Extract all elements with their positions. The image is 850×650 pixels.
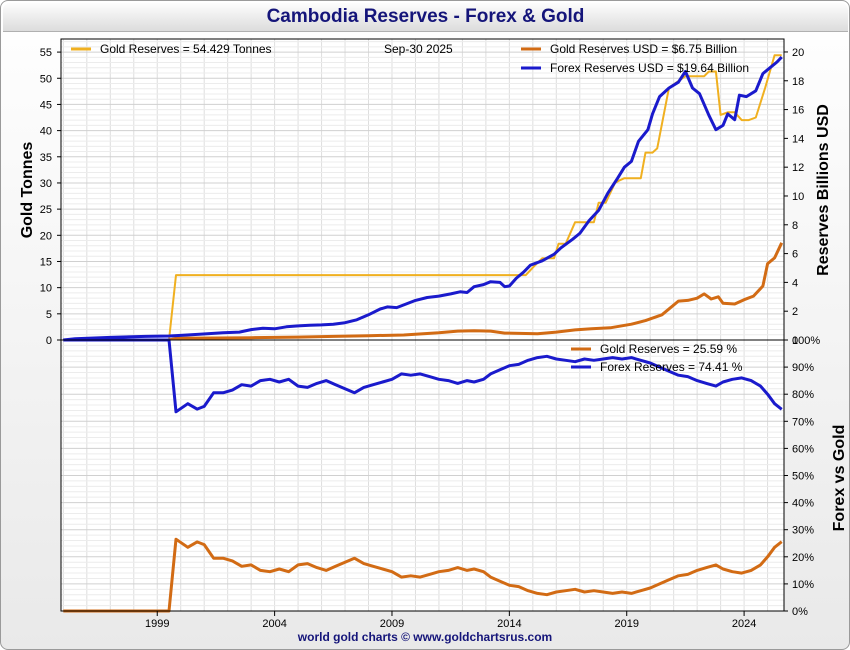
tick-label-right: 0 xyxy=(792,335,798,347)
top-panel: 0 5 10 15 20 25 30 35 40 45 50 55 0 2 4 6 8 10 12 14 16 18 20… xyxy=(19,38,832,347)
legend-gold-tonnes: Gold Reserves = 54.429 Tonnes xyxy=(100,42,272,56)
tick-label-x: 2014 xyxy=(497,618,521,630)
bottom-panel: 0% 10% 20% 30% 40% 50% 60% 70% 80% 90% 100% 1999 20… xyxy=(60,335,848,630)
legend-gold-usd: Gold Reserves USD = $6.75 Billion xyxy=(550,42,737,56)
tick-label-right: 6 xyxy=(792,249,798,261)
y-axis-left-title: Gold Tonnes xyxy=(19,142,36,239)
tick-label-right: 16 xyxy=(792,105,804,117)
tick-label-left: 15 xyxy=(40,256,52,268)
bottom-grid xyxy=(61,340,784,611)
series-line-forex-reserves-usd xyxy=(63,56,783,342)
tick-label-left: 25 xyxy=(40,204,52,216)
top-grid xyxy=(61,39,784,340)
tick-label-left: 35 xyxy=(40,152,52,164)
legend-forex-usd: Forex Reserves USD = $19.64 Billion xyxy=(550,61,749,75)
tick-label-left: 55 xyxy=(40,47,52,59)
tick-label-x: 1999 xyxy=(145,618,169,630)
top-left-ticks: 0 5 10 15 20 25 30 35 40 45 50 55 xyxy=(40,47,61,347)
date-label: Sep-30 2025 xyxy=(384,42,453,56)
tick-label-left: 40 xyxy=(40,126,52,138)
tick-label-x: 2024 xyxy=(732,618,756,630)
top-legend: Gold Reserves = 54.429 Tonnes Sep-30 202… xyxy=(71,42,749,75)
tick-label-left: 20 xyxy=(40,230,52,242)
legend-forex-pct: Forex Reserves = 74.41 % xyxy=(600,360,743,374)
tick-label-left: 30 xyxy=(40,178,52,190)
tick-label-left: 0 xyxy=(46,335,52,347)
legend-gold-pct: Gold Reserves = 25.59 % xyxy=(600,342,737,356)
tick-label-pct: 50% xyxy=(792,471,814,483)
y-axis-bottom-right-title: Forex vs Gold xyxy=(831,425,848,532)
tick-label-right: 8 xyxy=(792,220,798,232)
tick-label-right: 10 xyxy=(792,191,804,203)
top-series-lines xyxy=(63,54,784,342)
y-axis-right-title: Reserves Billions USD xyxy=(815,104,832,276)
series-line-pct-forex-reserves xyxy=(63,338,783,414)
tick-label-left: 5 xyxy=(46,309,52,321)
x-ticks: 1999 2004 2009 2014 2019 2024 xyxy=(145,611,756,630)
tick-label-right: 20 xyxy=(792,47,804,59)
tick-label-left: 10 xyxy=(40,283,52,295)
series-line-gold-reserves-usd xyxy=(63,242,784,342)
tick-label-pct: 100% xyxy=(792,335,820,347)
series-line-pct-gold-reserves xyxy=(63,537,783,613)
tick-label-pct: 30% xyxy=(792,525,814,537)
tick-label-x: 2004 xyxy=(262,618,286,630)
tick-label-x: 2009 xyxy=(380,618,404,630)
tick-label-pct: 20% xyxy=(792,552,814,564)
tick-label-pct: 80% xyxy=(792,389,814,401)
bottom-legend: Gold Reserves = 25.59 % Forex Reserves =… xyxy=(571,342,743,374)
tick-label-pct: 40% xyxy=(792,498,814,510)
footer-credit: world gold charts © www.goldchartsrus.co… xyxy=(297,630,553,644)
tick-label-right: 18 xyxy=(792,76,804,88)
tick-label-right: 4 xyxy=(792,277,798,289)
tick-label-pct: 60% xyxy=(792,443,814,455)
top-right-ticks: 0 2 4 6 8 10 12 14 16 18 20 xyxy=(784,47,804,347)
bottom-series-lines xyxy=(63,338,783,613)
tick-label-x: 2019 xyxy=(614,618,638,630)
tick-label-left: 45 xyxy=(40,99,52,111)
tick-label-right: 2 xyxy=(792,306,798,318)
tick-label-pct: 90% xyxy=(792,362,814,374)
bottom-right-ticks: 0% 10% 20% 30% 40% 50% 60% 70% 80% 90% 100% xyxy=(784,335,820,618)
series-line-gold-reserves xyxy=(63,54,782,341)
tick-label-pct: 10% xyxy=(792,579,814,591)
tick-label-pct: 0% xyxy=(792,606,808,618)
tick-label-left: 50 xyxy=(40,73,52,85)
title-bar: Cambodia Reserves - Forex & Gold xyxy=(3,3,848,32)
tick-label-pct: 70% xyxy=(792,416,814,428)
chart-title: Cambodia Reserves - Forex & Gold xyxy=(266,6,585,27)
tick-label-right: 12 xyxy=(792,162,804,174)
tick-label-right: 14 xyxy=(792,133,804,145)
